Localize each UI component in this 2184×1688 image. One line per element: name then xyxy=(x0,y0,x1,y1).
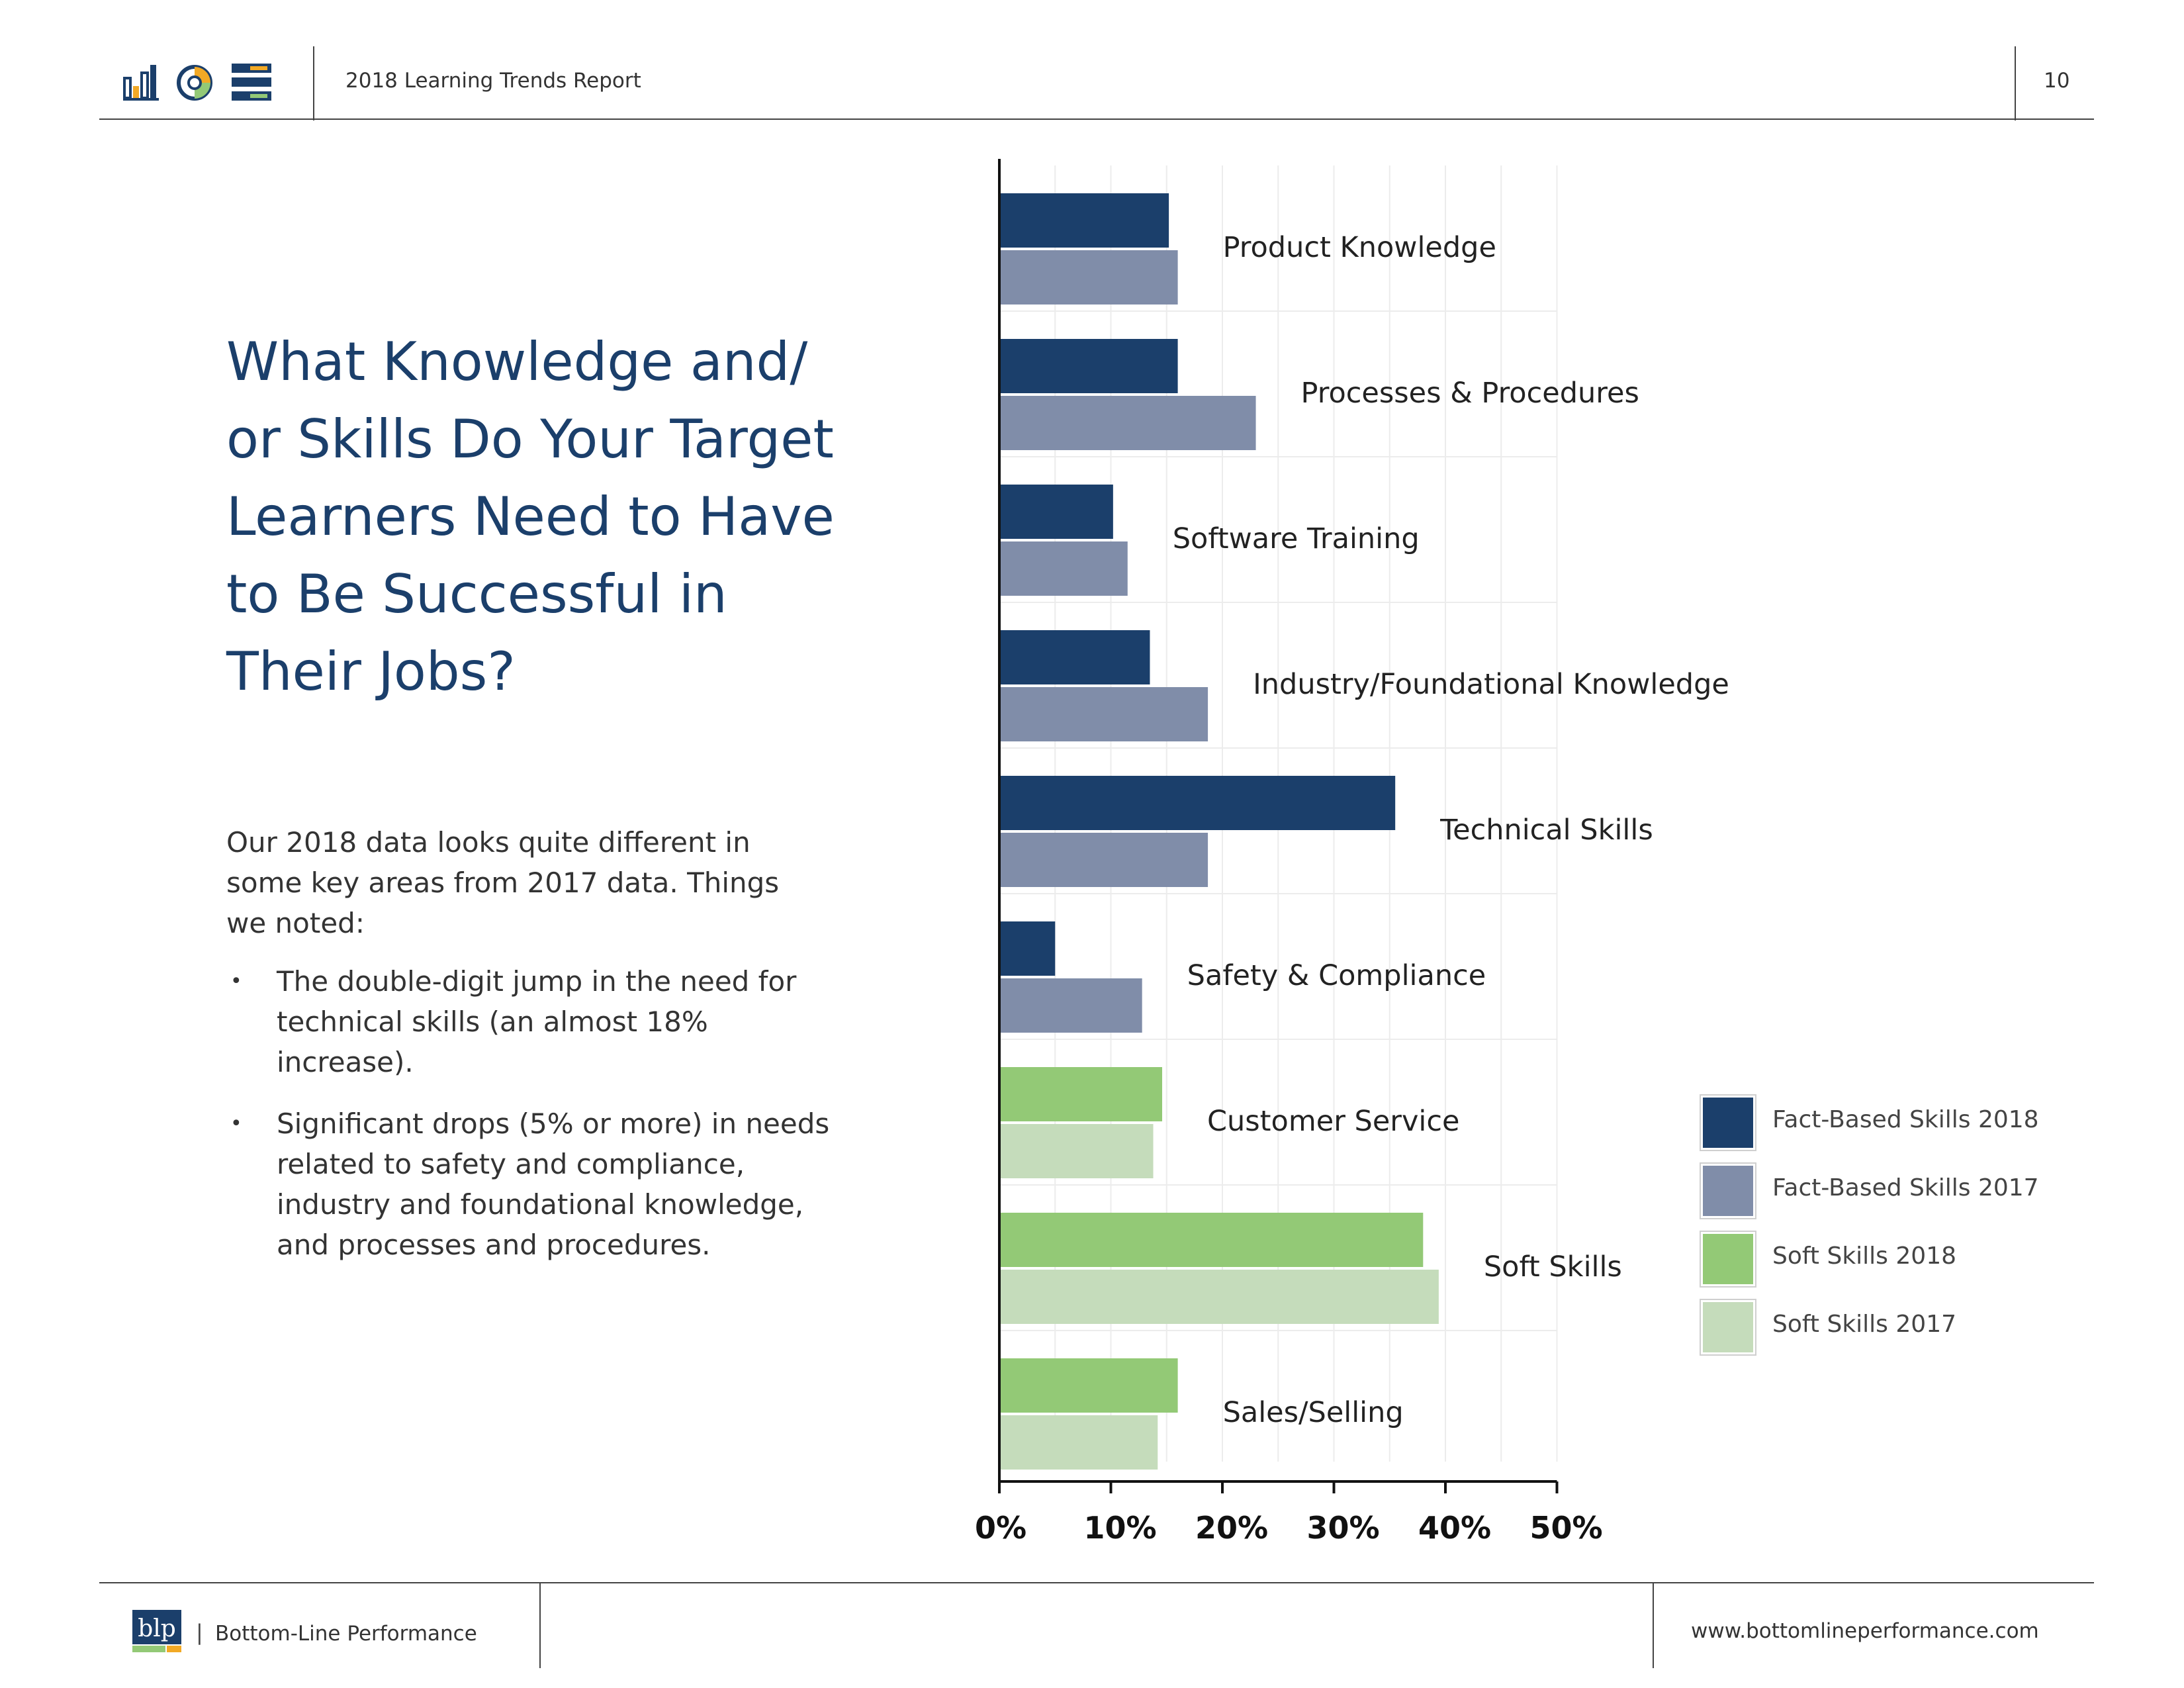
legend-label: Fact-Based Skills 2018 xyxy=(1772,1106,2039,1133)
legend-item-fact-2018: Fact-Based Skills 2018 xyxy=(1701,1096,2164,1150)
question-title-line: to Be Successful in xyxy=(226,563,727,625)
bar-2017-4 xyxy=(999,833,1208,887)
bar-2017-8 xyxy=(999,1415,1158,1470)
legend-item-soft-2018: Soft Skills 2018 xyxy=(1701,1232,2164,1286)
bar-2017-7 xyxy=(999,1270,1439,1324)
category-label: Sales/Selling xyxy=(1223,1396,1404,1429)
bars-layer xyxy=(999,193,1439,1470)
bar-2017-3 xyxy=(999,687,1208,741)
x-tick-label: 40% xyxy=(1418,1510,1491,1546)
footer-rule xyxy=(99,1582,2094,1583)
x-tick-label: 0% xyxy=(975,1510,1026,1546)
bullet-text: Significant drops (5% or more) in needs … xyxy=(277,1107,830,1261)
list-icon xyxy=(232,64,271,101)
category-label: Safety & Compliance xyxy=(1187,959,1486,992)
bar-2018-4 xyxy=(999,776,1396,830)
category-label: Soft Skills xyxy=(1484,1250,1622,1284)
bar-2018-0 xyxy=(999,193,1169,248)
bar-2017-0 xyxy=(999,250,1178,305)
bar-2018-2 xyxy=(999,485,1113,539)
category-labels-layer: Product Knowledge Processes & Procedures S… xyxy=(1173,231,1729,1429)
page-number: 10 xyxy=(2044,69,2070,93)
bar-2018-3 xyxy=(999,630,1150,684)
question-title-line: Learners Need to Have xyxy=(226,486,835,547)
bullet-item: • Significant drops (5% or more) in needs… xyxy=(226,1103,848,1265)
legend-swatch xyxy=(1701,1300,1755,1354)
bar-2018-8 xyxy=(999,1358,1178,1413)
question-title-line: Their Jobs? xyxy=(226,641,516,702)
blp-logo: blp xyxy=(132,1610,181,1652)
footer-divider-left xyxy=(539,1582,541,1668)
category-label: Technical Skills xyxy=(1439,814,1653,847)
footer-divider-right xyxy=(1653,1582,1654,1668)
skills-bar-chart: Product Knowledge Processes & Procedures S… xyxy=(975,159,1729,1546)
header-divider-right xyxy=(2015,46,2016,120)
bullet-text: The double-digit jump in the need for te… xyxy=(277,965,797,1078)
footer-separator: | xyxy=(196,1620,203,1645)
question-title-line: What Knowledge and/ xyxy=(226,331,808,393)
bar-2018-5 xyxy=(999,921,1056,976)
pie-chart-icon xyxy=(177,65,212,101)
bar-2018-6 xyxy=(999,1067,1163,1121)
question-title: What Knowledge and/ or Skills Do Your Ta… xyxy=(226,323,875,710)
category-label: Product Knowledge xyxy=(1223,231,1496,264)
legend-swatch xyxy=(1701,1164,1755,1218)
bar-2017-2 xyxy=(999,541,1128,596)
legend-label: Soft Skills 2018 xyxy=(1772,1243,1956,1270)
bullet-dot-icon: • xyxy=(230,1112,242,1135)
logo-text: blp xyxy=(138,1615,176,1642)
x-tick-label: 20% xyxy=(1195,1510,1268,1546)
bar-2017-5 xyxy=(999,978,1142,1033)
x-tick-label: 30% xyxy=(1306,1510,1379,1546)
bar-2017-1 xyxy=(999,396,1256,450)
category-label: Software Training xyxy=(1173,522,1420,555)
report-title: 2018 Learning Trends Report xyxy=(345,69,641,93)
footer-company-name: Bottom-Line Performance xyxy=(215,1622,477,1646)
category-label: Customer Service xyxy=(1207,1105,1459,1138)
bullet-dot-icon: • xyxy=(230,970,242,993)
bar-chart-icon xyxy=(123,65,159,101)
legend-label: Soft Skills 2017 xyxy=(1772,1311,1956,1338)
axis-layer: 0% 10% 20% 30% 40% 50% xyxy=(975,159,1603,1546)
bullet-item: • The double-digit jump in the need for t… xyxy=(226,961,848,1082)
legend-item-fact-2017: Fact-Based Skills 2017 xyxy=(1701,1164,2164,1218)
x-tick-label: 10% xyxy=(1083,1510,1156,1546)
x-tick-label: 50% xyxy=(1529,1510,1602,1546)
legend-item-soft-2017: Soft Skills 2017 xyxy=(1701,1300,2164,1354)
legend-swatch xyxy=(1701,1232,1755,1286)
header-divider-left xyxy=(313,46,314,120)
legend-swatch xyxy=(1701,1096,1755,1150)
header-rule xyxy=(99,118,2094,120)
footer-url: www.bottomlineperformance.com xyxy=(1691,1619,2039,1643)
category-label: Industry/Foundational Knowledge xyxy=(1253,668,1729,701)
category-label: Processes & Procedures xyxy=(1301,377,1639,410)
bar-2018-7 xyxy=(999,1213,1424,1267)
bullet-list: • The double-digit jump in the need for t… xyxy=(226,961,848,1286)
bar-2018-1 xyxy=(999,339,1178,393)
legend-label: Fact-Based Skills 2017 xyxy=(1772,1174,2039,1201)
report-icons-logo xyxy=(123,64,271,101)
question-title-line: or Skills Do Your Target xyxy=(226,408,834,470)
intro-paragraph: Our 2018 data looks quite different in s… xyxy=(226,826,780,939)
bar-2017-6 xyxy=(999,1124,1154,1178)
